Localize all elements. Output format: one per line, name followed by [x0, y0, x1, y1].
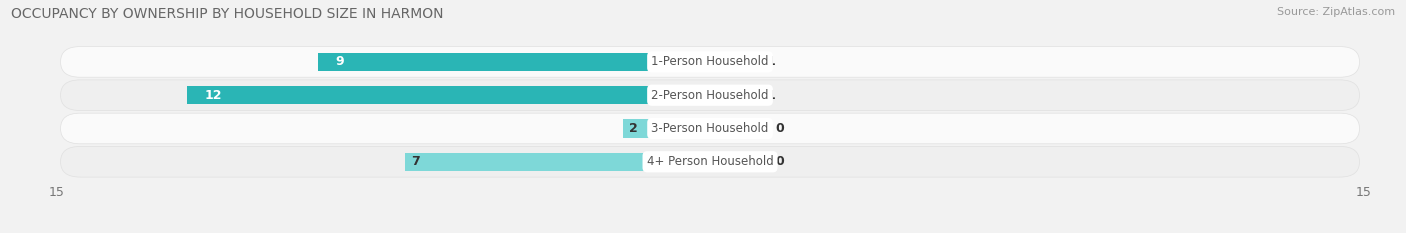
Text: Source: ZipAtlas.com: Source: ZipAtlas.com: [1277, 7, 1395, 17]
Text: OCCUPANCY BY OWNERSHIP BY HOUSEHOLD SIZE IN HARMON: OCCUPANCY BY OWNERSHIP BY HOUSEHOLD SIZE…: [11, 7, 444, 21]
Text: 1: 1: [766, 89, 776, 102]
Text: 12: 12: [204, 89, 222, 102]
Text: 1-Person Household: 1-Person Household: [651, 55, 769, 69]
Bar: [318, 53, 710, 71]
Text: 7: 7: [412, 155, 420, 168]
Bar: [405, 153, 710, 171]
Text: 9: 9: [335, 55, 344, 69]
Text: 3-Person Household: 3-Person Household: [651, 122, 769, 135]
Bar: [187, 86, 710, 104]
Bar: [623, 119, 710, 138]
FancyBboxPatch shape: [60, 47, 1360, 77]
Bar: [710, 153, 762, 171]
FancyBboxPatch shape: [60, 80, 1360, 110]
Bar: [710, 86, 754, 104]
Text: 0: 0: [776, 155, 785, 168]
Text: 0: 0: [776, 122, 785, 135]
Legend: Owner-occupied, Renter-occupied: Owner-occupied, Renter-occupied: [579, 229, 841, 233]
Bar: [710, 119, 762, 138]
Text: 2: 2: [630, 122, 638, 135]
Text: 1: 1: [766, 55, 776, 69]
Bar: [710, 53, 754, 71]
Text: 2-Person Household: 2-Person Household: [651, 89, 769, 102]
FancyBboxPatch shape: [60, 147, 1360, 177]
Text: 4+ Person Household: 4+ Person Household: [647, 155, 773, 168]
FancyBboxPatch shape: [60, 113, 1360, 144]
